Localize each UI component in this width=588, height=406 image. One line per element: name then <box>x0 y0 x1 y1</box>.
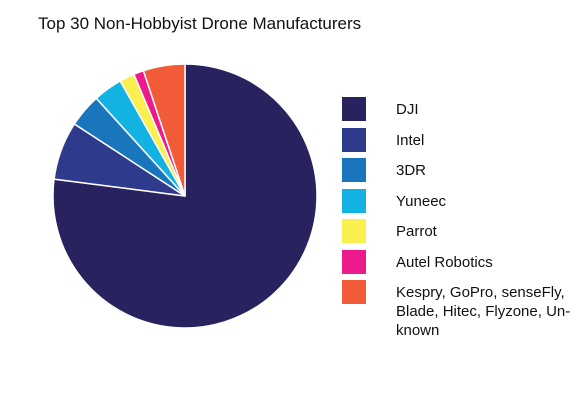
legend-label: Kespry, GoPro, senseFly, Blade, Hitec, F… <box>396 284 571 339</box>
pie-slice-6 <box>142 63 186 197</box>
legend-label: Autel Robotics <box>396 253 493 271</box>
legend-swatch <box>342 249 366 274</box>
legend-swatch <box>342 158 366 182</box>
legend-label: Parrot <box>396 223 437 240</box>
legend-label: DJI <box>396 101 419 118</box>
legend-label: 3DR <box>396 162 427 179</box>
legend-swatch <box>342 127 366 152</box>
legend-swatch <box>342 280 366 304</box>
chart-title: Top 30 Non-Hobbyist Drone Manufacturers <box>38 14 362 33</box>
legend-label: Intel <box>396 131 425 149</box>
pie-slice-0 <box>52 63 318 329</box>
legend-swatch <box>342 188 366 213</box>
legend-swatch <box>342 97 366 121</box>
legend-swatch <box>342 219 366 243</box>
legend-label: Yuneec <box>396 192 447 210</box>
